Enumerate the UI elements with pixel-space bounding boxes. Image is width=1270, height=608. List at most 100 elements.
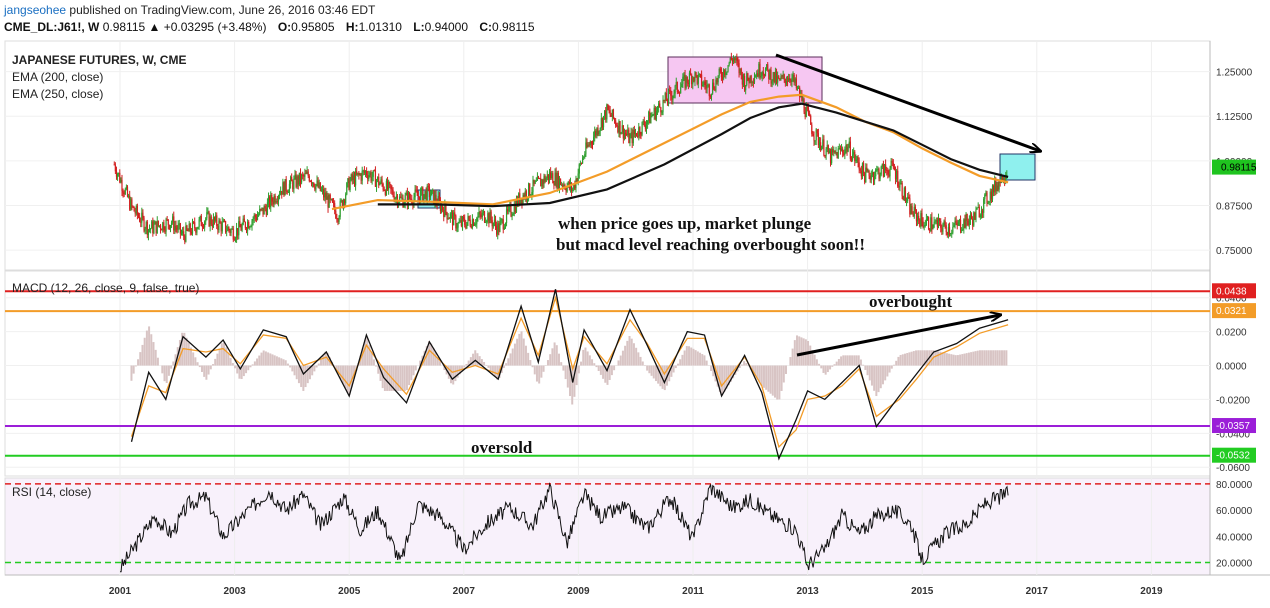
candle-body [801, 93, 803, 102]
macd-level-badge [1212, 447, 1256, 463]
candle-body [572, 189, 574, 191]
hist-bar [218, 348, 221, 366]
candle-body [392, 189, 394, 197]
hist-bar [535, 365, 538, 382]
hist-bar [870, 365, 873, 386]
candle-body [652, 114, 654, 116]
hist-bar [646, 365, 649, 371]
candle-body [969, 214, 972, 220]
candle-body [546, 174, 548, 178]
hist-bar [366, 337, 369, 366]
hist-bar [172, 361, 175, 366]
candle-body [695, 72, 697, 76]
candle-body [781, 76, 783, 78]
candle-body [148, 229, 151, 231]
hist-bar [963, 353, 966, 366]
hist-bar [533, 365, 536, 375]
trading-chart[interactable]: JAPANESE FUTURES, W, CME EMA (200, close… [0, 38, 1270, 608]
candle-body [211, 224, 213, 227]
candle-body [336, 218, 338, 220]
candle-body [187, 229, 189, 232]
candle-body [824, 155, 826, 157]
candle-body [655, 110, 658, 120]
hist-bar [840, 356, 843, 366]
candle-body [488, 213, 490, 224]
candle-body [537, 176, 540, 179]
candle-body [961, 230, 963, 232]
hist-bar [842, 355, 845, 366]
hist-bar [260, 352, 263, 366]
candle-body [828, 150, 831, 154]
candle-body [272, 201, 274, 205]
candle-body [431, 189, 433, 196]
candle-body [700, 74, 703, 86]
candle-body [222, 220, 224, 223]
candle-body [134, 211, 136, 214]
candle-body [459, 219, 461, 223]
candle-body [233, 239, 235, 241]
candle-body [500, 219, 502, 222]
candle-body [590, 141, 593, 144]
candle-body [779, 78, 781, 81]
hist-bar [738, 365, 741, 368]
open-label: O: [277, 20, 292, 34]
candle-body [910, 206, 912, 215]
hist-bar [551, 348, 554, 366]
candle-body [364, 171, 367, 173]
hist-bar [494, 365, 497, 377]
macd-up-arrow[interactable] [796, 315, 1000, 357]
rsi-pane[interactable] [4, 477, 1211, 576]
candle-body [172, 216, 174, 223]
candle-body [163, 222, 165, 231]
candle-body [916, 215, 919, 222]
candle-body [137, 214, 140, 217]
down-trend-arrow[interactable] [775, 53, 1040, 151]
candle-body [718, 68, 720, 76]
candle-body [304, 173, 306, 177]
hist-bar [635, 347, 638, 366]
candle-body [543, 176, 545, 184]
candle-body [932, 227, 934, 230]
candle-body [558, 178, 561, 189]
candle-body [249, 226, 251, 229]
candle-body [453, 212, 455, 226]
candle-body [846, 145, 848, 152]
candle-body [195, 228, 197, 233]
author-link[interactable]: jangseohee [4, 3, 67, 17]
candle-body [810, 115, 812, 125]
candle-body [332, 202, 335, 204]
hist-bar [833, 364, 836, 366]
candle-body [681, 83, 683, 88]
hist-bar [692, 348, 695, 366]
hist-bar [877, 365, 880, 393]
candle-body [764, 69, 767, 77]
candle-body [178, 223, 180, 226]
hist-bar [297, 365, 300, 384]
candle-body [959, 219, 962, 231]
hist-bar [251, 364, 254, 366]
candle-body [848, 141, 850, 148]
candle-body [161, 229, 163, 231]
hist-bar [165, 365, 168, 383]
hist-bar [679, 359, 682, 366]
candle-body [783, 74, 785, 79]
candle-body [155, 221, 157, 234]
candle-body [827, 145, 829, 154]
candle-body [842, 148, 844, 153]
candle-body [540, 178, 542, 187]
candle-body [807, 108, 810, 114]
hist-bar [187, 342, 190, 366]
hist-bar [414, 365, 417, 371]
candle-body [383, 189, 385, 191]
candle-body [324, 192, 326, 198]
hist-bar [837, 359, 840, 366]
candle-body [207, 211, 209, 213]
hist-bar [306, 365, 309, 384]
ema250-line [331, 93, 1009, 211]
hist-bar [286, 363, 289, 366]
candle-body [555, 172, 557, 187]
candle-body [542, 179, 544, 184]
candle-body [125, 186, 127, 190]
hist-bar [895, 360, 898, 366]
hist-bar [881, 365, 884, 385]
